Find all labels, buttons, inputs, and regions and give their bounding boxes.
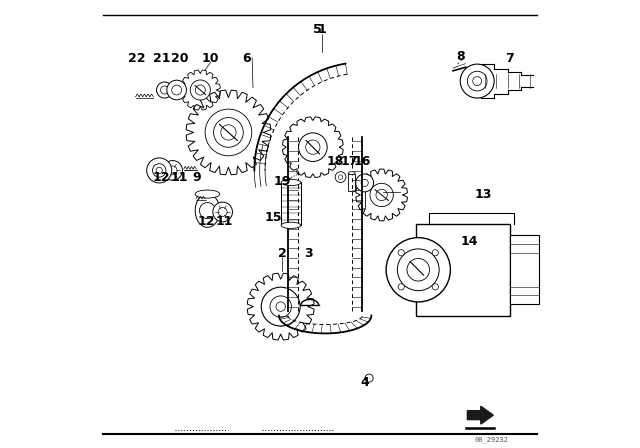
Text: 2: 2 (278, 246, 287, 259)
Text: 18: 18 (327, 155, 344, 168)
Circle shape (432, 284, 438, 290)
Text: 00_29232: 00_29232 (475, 436, 509, 443)
Circle shape (397, 249, 439, 291)
Text: 1: 1 (318, 23, 326, 36)
Circle shape (339, 175, 343, 179)
Text: 10: 10 (202, 52, 220, 65)
Text: 12: 12 (153, 171, 170, 184)
Circle shape (163, 160, 182, 180)
Circle shape (370, 183, 394, 207)
Text: 9: 9 (193, 171, 202, 184)
Circle shape (172, 85, 182, 95)
Text: 7: 7 (506, 52, 514, 65)
Circle shape (276, 302, 285, 311)
FancyBboxPatch shape (348, 174, 355, 191)
Text: 6: 6 (242, 52, 251, 65)
Circle shape (221, 125, 236, 140)
Circle shape (299, 133, 327, 161)
Circle shape (460, 64, 494, 98)
Circle shape (270, 296, 291, 317)
Circle shape (218, 207, 227, 216)
Circle shape (205, 109, 252, 156)
Circle shape (467, 71, 487, 91)
Polygon shape (247, 273, 314, 340)
Text: 4: 4 (360, 376, 369, 389)
Ellipse shape (281, 179, 301, 185)
Circle shape (195, 85, 205, 95)
FancyBboxPatch shape (416, 224, 510, 315)
Circle shape (147, 158, 172, 183)
Text: 22: 22 (128, 52, 146, 65)
Circle shape (214, 117, 243, 147)
Circle shape (200, 202, 216, 219)
Circle shape (361, 179, 368, 186)
Polygon shape (356, 169, 408, 221)
Text: 21: 21 (153, 52, 170, 65)
Text: 12: 12 (197, 215, 215, 228)
Circle shape (157, 82, 173, 98)
Circle shape (365, 374, 373, 382)
Polygon shape (180, 70, 220, 110)
Text: 16: 16 (354, 155, 371, 168)
FancyBboxPatch shape (281, 182, 301, 225)
Circle shape (190, 80, 211, 100)
Circle shape (407, 258, 429, 281)
Text: 20: 20 (171, 52, 188, 65)
Text: 5: 5 (314, 23, 322, 36)
Ellipse shape (281, 222, 301, 228)
Circle shape (335, 172, 346, 182)
Circle shape (261, 287, 300, 326)
FancyBboxPatch shape (510, 235, 539, 304)
Circle shape (167, 80, 186, 100)
Polygon shape (283, 117, 343, 177)
Text: 14: 14 (461, 235, 478, 248)
Text: 19: 19 (273, 175, 291, 188)
Text: 8: 8 (456, 50, 465, 63)
Text: 13: 13 (474, 189, 492, 202)
Text: 17: 17 (340, 155, 358, 168)
Polygon shape (467, 406, 493, 424)
Circle shape (152, 164, 166, 177)
Ellipse shape (195, 190, 220, 198)
Text: 11: 11 (171, 171, 188, 184)
Circle shape (156, 167, 163, 173)
Circle shape (473, 77, 482, 86)
Circle shape (161, 86, 168, 94)
Circle shape (356, 174, 374, 192)
Circle shape (386, 237, 451, 302)
Circle shape (432, 250, 438, 256)
Circle shape (306, 140, 320, 154)
Circle shape (213, 202, 232, 222)
Text: 15: 15 (264, 211, 282, 224)
Circle shape (398, 250, 404, 256)
Text: 11: 11 (215, 215, 233, 228)
Circle shape (376, 189, 387, 201)
Circle shape (398, 284, 404, 290)
Polygon shape (186, 90, 271, 175)
Text: 3: 3 (305, 246, 313, 259)
Circle shape (168, 166, 177, 175)
Ellipse shape (348, 172, 355, 174)
